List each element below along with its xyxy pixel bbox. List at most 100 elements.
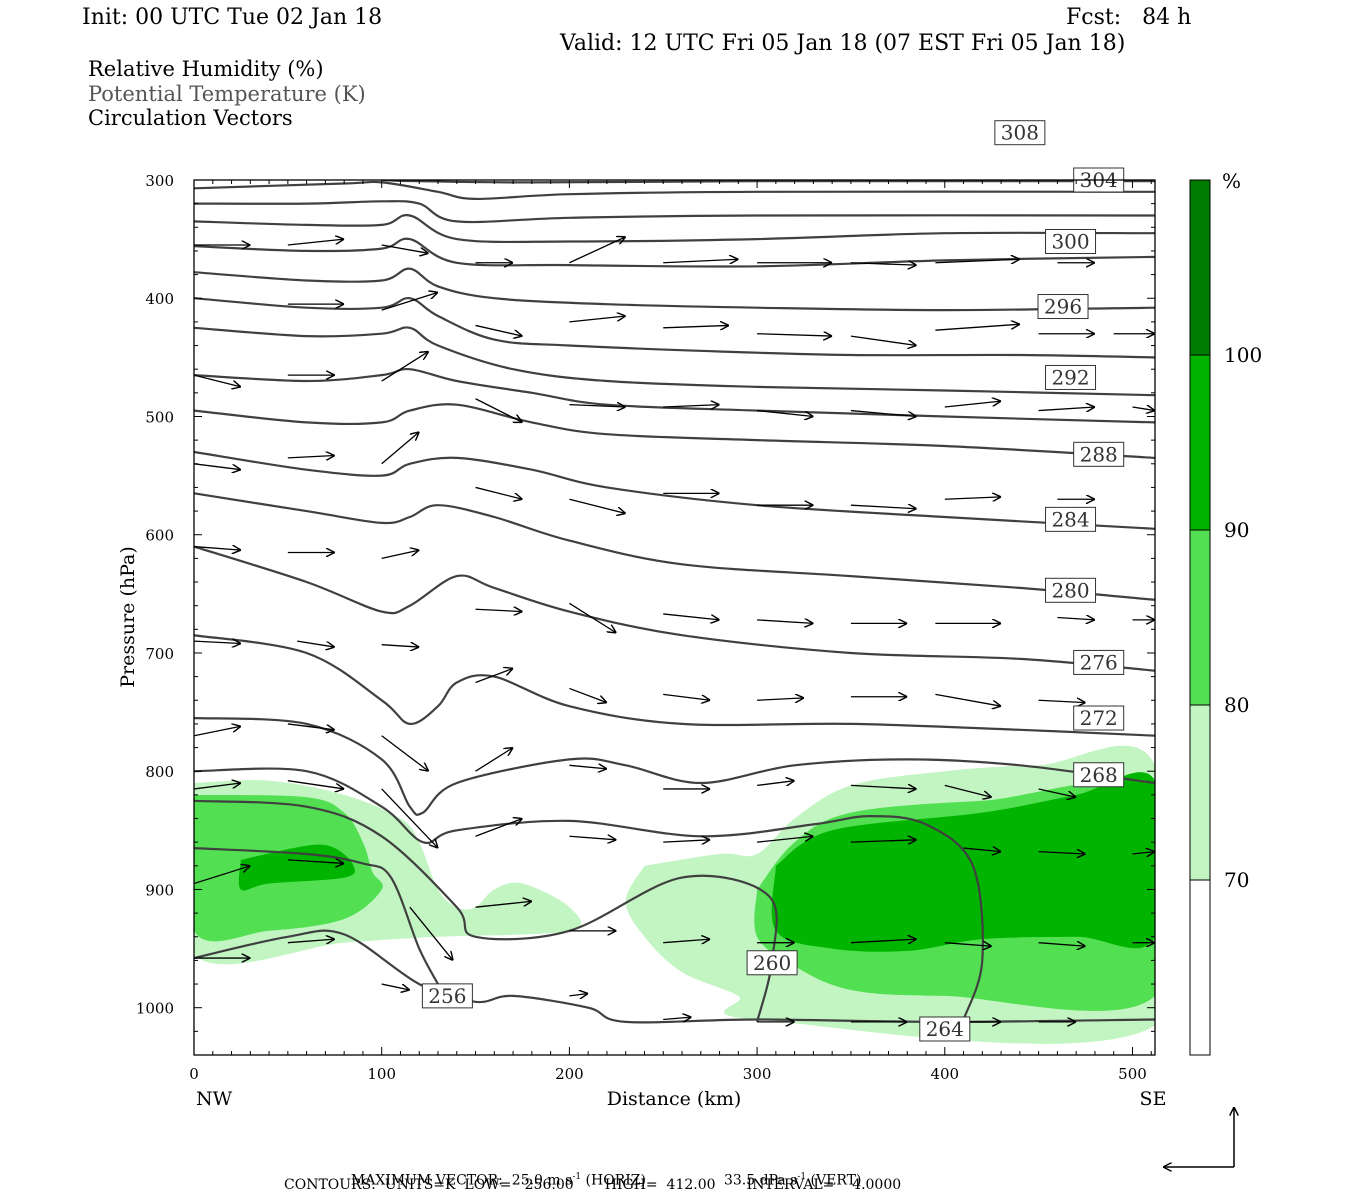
contour-label-box-280 xyxy=(1045,577,1097,603)
circulation-vector-76 xyxy=(569,836,616,840)
theta-contours xyxy=(194,180,1155,1024)
circulation-vector-4 xyxy=(569,237,625,264)
theta-contour-288-9 xyxy=(194,403,1155,459)
x-tick-label-500: 500 xyxy=(1118,1065,1147,1083)
theta-contour-260-1 xyxy=(194,799,778,1023)
y-tick-label-900: 900 xyxy=(145,881,174,899)
circulation-vector-35 xyxy=(569,498,625,513)
circulation-vector-31 xyxy=(194,463,241,470)
legend-vectors: Circulation Vectors xyxy=(88,106,293,130)
theta-contour-268-4 xyxy=(194,716,1155,816)
circulation-vector-27 xyxy=(850,409,917,417)
circulation-vector-86 xyxy=(475,901,532,908)
horiz-suffix: (HORIZ) xyxy=(581,1172,646,1189)
x-tick-label-300: 300 xyxy=(743,1065,772,1083)
circulation-vector-62 xyxy=(194,726,241,737)
colorbar: 70 80 90 100 xyxy=(1189,179,1262,1056)
circulation-vector-84 xyxy=(287,860,344,864)
contour-label-box-268 xyxy=(1073,762,1125,788)
circulation-vector-29 xyxy=(1038,407,1095,411)
circulation-vector-46 xyxy=(663,613,719,620)
x-tick-label-200: 200 xyxy=(555,1065,584,1083)
theta-contour-312-15 xyxy=(194,214,1155,244)
contour-label-box-272 xyxy=(1073,705,1125,731)
circulation-vector-54 xyxy=(381,645,420,647)
colorbar-level-70: 70 xyxy=(1224,868,1249,892)
circulation-vector-95 xyxy=(287,939,335,943)
circulation-vector-16 xyxy=(850,335,917,345)
circulation-vector-81 xyxy=(1038,852,1086,854)
contour-label-256: 256 xyxy=(428,984,466,1008)
contour-label-296: 296 xyxy=(1044,295,1082,319)
circulation-vector-88 xyxy=(663,939,710,943)
x-tick-label-400: 400 xyxy=(930,1065,959,1083)
circulation-vector-45 xyxy=(569,602,616,633)
circulation-vector-25 xyxy=(663,405,719,407)
colorbar-frame xyxy=(1189,179,1211,1056)
contour-label-box-288 xyxy=(1073,441,1125,467)
circulation-vector-75 xyxy=(475,819,523,837)
contour-label-box-256 xyxy=(421,983,473,1009)
circulation-vector-56 xyxy=(569,687,607,702)
circulation-vector-55 xyxy=(475,668,514,684)
vert-exponent: -1 xyxy=(797,1172,807,1182)
y-tick-label-800: 800 xyxy=(145,763,174,781)
rh-shading xyxy=(194,745,1155,1044)
plot-frame xyxy=(193,179,1156,1056)
circulation-vector-68 xyxy=(757,781,795,786)
contour-label-268: 268 xyxy=(1080,763,1118,787)
theta-contour-280-7 xyxy=(194,492,1155,601)
circulation-vector-20 xyxy=(194,374,241,387)
theta-contour-296-11 xyxy=(194,326,1155,397)
horiz-exponent: -1 xyxy=(572,1172,582,1182)
y-tick-label-600: 600 xyxy=(145,527,174,545)
circulation-vector-72 xyxy=(194,783,241,790)
circulation-vector-90 xyxy=(850,939,917,943)
circulation-vector-8 xyxy=(935,259,1019,263)
circulation-vector-7 xyxy=(850,263,917,265)
theta-contour-256-0 xyxy=(194,929,1155,1024)
colorbar-level-90: 90 xyxy=(1224,518,1249,542)
theta-contour-276-6 xyxy=(194,545,1155,672)
colorbar-segment-1 xyxy=(1190,705,1210,880)
vert-suffix: (VERT) xyxy=(806,1172,862,1189)
circulation-vector-30 xyxy=(1132,407,1155,411)
circulation-vector-69 xyxy=(850,785,917,789)
contour-label-box-292 xyxy=(1045,364,1097,390)
theta-contour-284-8 xyxy=(194,450,1155,530)
circulation-vector-91 xyxy=(944,943,992,947)
theta-contour-316-16 xyxy=(194,200,1155,224)
contour-label-box-296 xyxy=(1037,294,1089,320)
y-tick-label-400: 400 xyxy=(145,290,174,308)
circulation-vector-80 xyxy=(963,848,1002,852)
max-vector-horiz: MAXIMUM VECTOR: 25.0 m s xyxy=(350,1172,573,1189)
circulation-vector-1 xyxy=(287,239,344,246)
theta-contour-304-13 xyxy=(194,267,1155,312)
circulation-vector-22 xyxy=(381,351,429,382)
circulation-vector-50 xyxy=(1057,618,1095,620)
circulation-vector-70 xyxy=(944,784,992,797)
contour-label-276: 276 xyxy=(1080,650,1118,674)
circulation-vector-17 xyxy=(935,324,1019,331)
circulation-vector-13 xyxy=(569,316,625,323)
circulation-vector-14 xyxy=(663,325,729,327)
circulation-vector-97 xyxy=(569,994,588,996)
circulation-vector-85 xyxy=(409,906,453,960)
circulation-vector-98 xyxy=(663,1017,691,1019)
circulation-vector-66 xyxy=(569,765,607,769)
theta-contour-272-5 xyxy=(194,634,1155,737)
circulation-vector-57 xyxy=(663,693,710,700)
legend-theta: Potential Temperature (K) xyxy=(88,82,366,106)
theta-contour-264-3 xyxy=(194,767,984,1020)
y-tick-label-1000: 1000 xyxy=(136,1000,174,1018)
x-tick-label-100: 100 xyxy=(367,1065,396,1083)
contour-label-284: 284 xyxy=(1051,507,1089,531)
contour-label-box-284 xyxy=(1045,506,1097,532)
init-time: Init: 00 UTC Tue 02 Jan 18 xyxy=(82,5,383,30)
colorbar-segment-0 xyxy=(1190,880,1210,1055)
se-end-label: SE xyxy=(1140,1088,1167,1110)
contour-label-280: 280 xyxy=(1051,578,1089,602)
colorbar-segment-3 xyxy=(1190,355,1210,530)
circulation-vector-23 xyxy=(475,398,523,423)
